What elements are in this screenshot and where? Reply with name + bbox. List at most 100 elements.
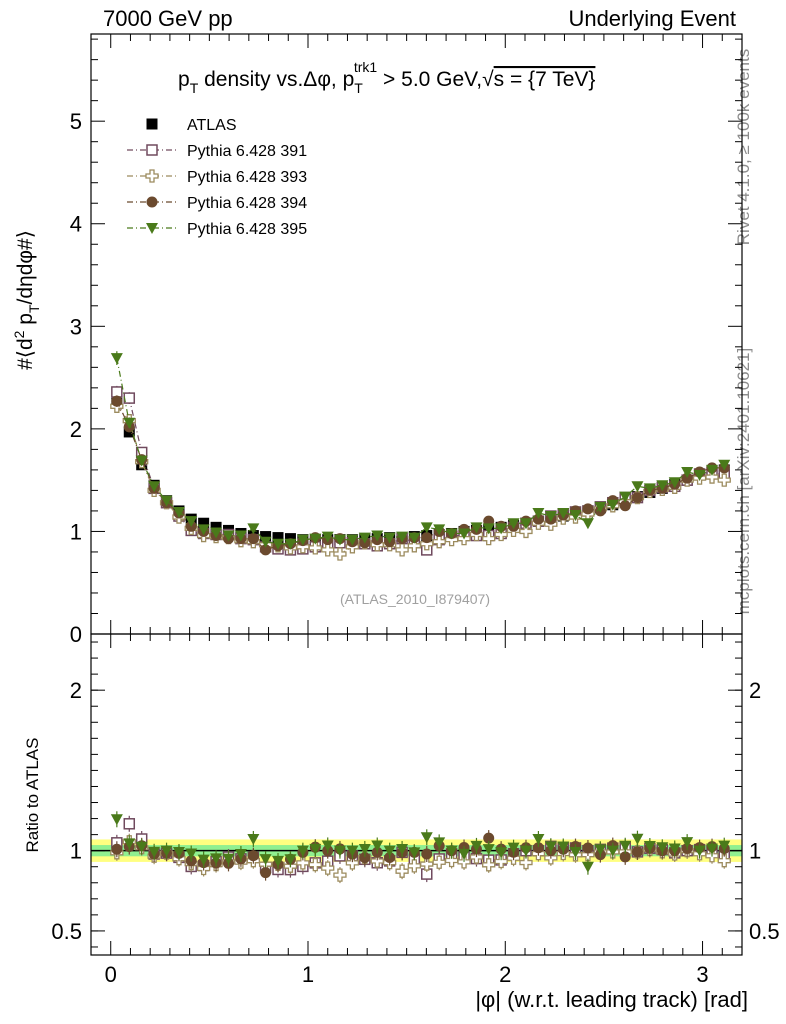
ratio-point-pythia-395	[581, 861, 594, 873]
ratio-point-pythia-393	[482, 858, 496, 872]
data-point-pythia-393	[308, 541, 322, 555]
legend-marker	[146, 196, 158, 208]
data-point-pythia-395	[210, 527, 223, 539]
x-tick-label: 2	[499, 962, 511, 987]
data-point-pythia-395	[631, 481, 644, 493]
data-point-pythia-395	[420, 522, 433, 534]
ratio-y-tick-label-right: 2	[749, 678, 761, 703]
legend-marker	[146, 144, 158, 156]
chart-title: pT density vs.Δφ, pTtrk1 > 5.0 GeV,√s = …	[178, 59, 595, 96]
legend-marker	[146, 223, 158, 234]
ratio-point-pythia-394	[631, 846, 643, 858]
ratio-point-pythia-395	[420, 832, 433, 844]
ratio-point-pythia-395	[396, 843, 409, 855]
ylabel-part-a: #⟨d	[14, 338, 37, 370]
ratio-point-pythia-395	[172, 847, 185, 859]
ratio-point-pythia-395	[706, 843, 719, 855]
header-process-label: 7000 GeV pp	[103, 6, 233, 31]
data-point-pythia-395	[333, 534, 346, 546]
data-point-pythia-394	[681, 472, 693, 484]
ratio-point-pythia-395	[383, 845, 396, 857]
legend-entry: Pythia 6.428 393	[127, 169, 307, 186]
ratio-point-pythia-395	[569, 847, 582, 859]
data-point-pythia-395	[519, 518, 532, 530]
ylabel-part-b: p	[14, 313, 37, 331]
data-point-pythia-395	[172, 506, 185, 518]
ratio-point-pythia-395	[272, 855, 285, 867]
data-point-pythia-395	[272, 538, 285, 550]
ratio-point-pythia-393	[432, 855, 446, 869]
title-sup-trk1: trk1	[354, 59, 378, 75]
data-point-pythia-395	[123, 417, 136, 429]
ratio-point-pythia-395	[123, 838, 136, 850]
legend-marker	[146, 118, 158, 130]
data-point-pythia-395	[495, 523, 508, 535]
ratio-point-pythia-393	[444, 853, 459, 868]
ratio-y-tick-label-right: 0.5	[749, 919, 780, 944]
ratio-point-pythia-395	[284, 854, 297, 866]
data-point-pythia-395	[619, 491, 632, 503]
data-point-pythia-395	[594, 501, 607, 513]
y-tick-label: 1	[70, 519, 82, 544]
ratio-series-pythia-395	[110, 811, 731, 875]
ratio-point-pythia-395	[631, 833, 644, 845]
data-point-pythia-395	[160, 495, 173, 507]
ratio-plot-frame	[90, 633, 743, 956]
y-tick-label: 3	[70, 314, 82, 339]
ratio-point-pythia-395	[495, 847, 508, 859]
data-point-pythia-395	[408, 532, 421, 544]
title-p: p	[178, 68, 190, 91]
legend-label: Pythia 6.428 394	[187, 195, 307, 212]
data-point-pythia-393	[519, 524, 533, 539]
ratio-point-pythia-395	[470, 840, 483, 852]
ratio-point-pythia-393	[407, 859, 421, 873]
ratio-point-pythia-395	[408, 847, 421, 859]
ratio-point-pythia-395	[519, 845, 532, 857]
y-tick-label: 4	[70, 212, 82, 237]
y-tick-label: 0	[70, 622, 82, 647]
data-point-pythia-395	[532, 507, 545, 519]
data-point-pythia-393	[717, 473, 731, 487]
x-tick-label: 3	[696, 962, 708, 987]
data-point-pythia-395	[433, 524, 446, 536]
ratio-point-pythia-393	[345, 856, 360, 870]
ratio-point-pythia-393	[333, 868, 347, 882]
ratio-point-pythia-395	[458, 848, 471, 860]
ratio-point-pythia-393	[717, 854, 731, 868]
title-s: s = {7 TeV}	[494, 68, 596, 91]
ratio-point-pythia-394	[582, 842, 594, 854]
data-point-pythia-395	[284, 538, 297, 550]
ratio-point-pythia-395	[135, 841, 148, 853]
data-point-pythia-395	[309, 533, 322, 545]
data-point-pythia-395	[222, 530, 235, 542]
series-pythia-395	[110, 351, 731, 550]
data-point-pythia-395	[296, 534, 309, 546]
data-point-atlas	[210, 521, 222, 533]
data-point-pythia-394	[421, 532, 433, 544]
ratio-point-pythia-394	[483, 832, 495, 844]
data-point-pythia-395	[247, 523, 260, 535]
data-point-atlas	[260, 531, 272, 543]
data-point-pythia-395	[185, 516, 198, 528]
ratio-point-pythia-395	[371, 840, 384, 852]
data-point-pythia-395	[135, 455, 148, 467]
ratio-point-pythia-395	[210, 853, 223, 865]
ratio-y-tick-label: 1	[70, 839, 82, 864]
data-point-pythia-395	[470, 522, 483, 534]
ratio-point-pythia-395	[110, 814, 123, 826]
legend-label: ATLAS	[187, 117, 237, 134]
data-point-pythia-395	[383, 532, 396, 544]
ylabel-part-c: /dηdφ#⟩	[14, 230, 37, 304]
title-sqrt: √	[482, 68, 494, 91]
ratio-point-pythia-393	[519, 855, 533, 870]
ratio-point-pythia-395	[148, 846, 161, 858]
title-sub-t: T	[190, 80, 199, 96]
title-rest: > 5.0 GeV,	[377, 68, 482, 91]
legend-label: Pythia 6.428 393	[187, 169, 307, 186]
ratio-point-pythia-394	[359, 852, 371, 864]
data-point-pythia-395	[569, 510, 582, 522]
ratio-point-pythia-393	[420, 857, 434, 871]
data-point-pythia-395	[371, 530, 384, 542]
ratio-point-pythia-394	[111, 843, 123, 855]
